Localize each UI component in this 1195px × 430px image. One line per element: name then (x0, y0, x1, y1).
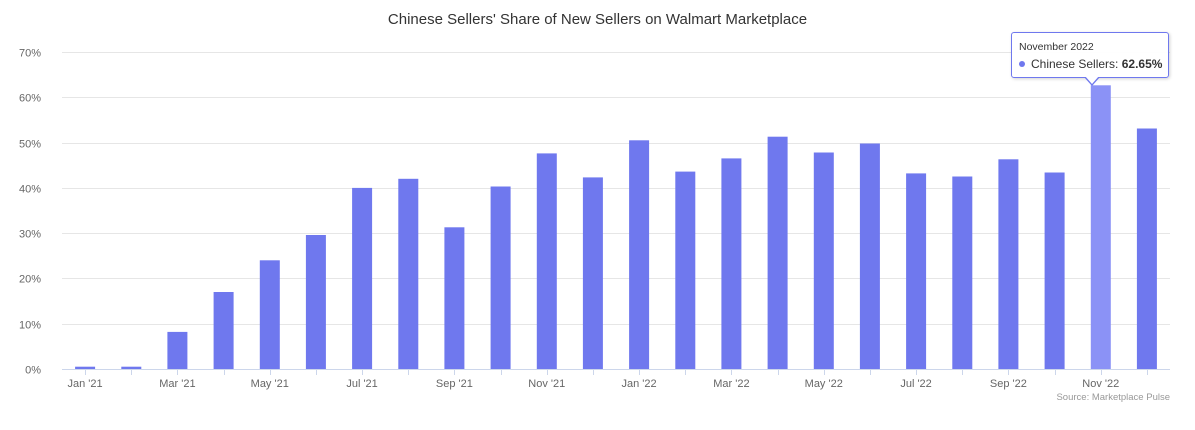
bar[interactable] (1136, 128, 1157, 370)
bars (75, 85, 1157, 370)
bar[interactable] (536, 153, 557, 369)
bar[interactable] (582, 177, 603, 369)
x-tick-label: Mar '22 (713, 378, 749, 390)
bar[interactable] (75, 366, 96, 369)
x-tick-label: Nov '22 (1082, 378, 1119, 390)
bar[interactable] (259, 260, 280, 369)
bar[interactable] (998, 159, 1019, 369)
x-tick-label: Jul '21 (346, 378, 377, 390)
bar[interactable] (629, 140, 650, 369)
y-tick-label: 20% (19, 274, 41, 286)
bar[interactable] (121, 366, 142, 369)
series-dot-icon (1019, 61, 1025, 67)
tooltip-date: November 2022 (1019, 41, 1094, 53)
bar[interactable] (398, 178, 419, 369)
y-tick-label: 60% (19, 93, 41, 105)
x-tick-label: Jul '22 (900, 378, 931, 390)
bar[interactable] (813, 152, 834, 370)
bar[interactable] (305, 235, 326, 369)
x-tick-label: Sep '22 (990, 378, 1027, 390)
bar[interactable] (859, 143, 880, 370)
x-tick-label: Mar '21 (159, 378, 195, 390)
tooltip-series-label: Chinese Sellers: (1031, 57, 1119, 71)
bar[interactable] (952, 176, 973, 370)
x-tick-label: Jan '22 (622, 378, 657, 390)
y-tick-label: 30% (19, 229, 41, 241)
tooltip-row: Chinese Sellers: 62.65% (1019, 55, 1168, 73)
bar[interactable] (167, 331, 188, 369)
bar[interactable] (1044, 172, 1065, 370)
bar[interactable] (767, 136, 788, 369)
y-tick-label: 0% (25, 365, 41, 377)
y-tick-label: 10% (19, 320, 41, 332)
y-axis-labels: 0% 10% 20% 30% 40% 50% 60% 70% (19, 48, 41, 377)
bar[interactable] (675, 171, 696, 369)
bar[interactable] (1090, 85, 1111, 370)
bar[interactable] (490, 186, 511, 370)
source-credit: Source: Marketplace Pulse (1056, 392, 1170, 403)
x-tick-label: Sep '21 (436, 378, 473, 390)
bar[interactable] (906, 173, 927, 369)
chart-title: Chinese Sellers' Share of New Sellers on… (387, 11, 808, 28)
y-tick-label: 50% (19, 139, 41, 151)
x-tick-label: May '21 (251, 378, 289, 390)
tooltip-caret-inner (1085, 76, 1099, 84)
gridlines (62, 52, 1170, 325)
x-tick-label: Jan '21 (68, 378, 103, 390)
x-axis: Jan '21 Mar '21 May '21 Jul '21 Sep '21 Nov '… (62, 369, 1170, 390)
x-tick-label: May '22 (805, 378, 843, 390)
bar[interactable] (352, 187, 373, 369)
x-tick-label: Nov '21 (528, 378, 565, 390)
bar[interactable] (444, 227, 465, 369)
y-tick-label: 40% (19, 184, 41, 196)
y-tick-label: 70% (19, 48, 41, 60)
tooltip: November 2022 Chinese Sellers: 62.65% (1011, 32, 1169, 78)
bar[interactable] (213, 292, 234, 369)
bar[interactable] (721, 158, 742, 369)
tooltip-value: 62.65% (1121, 57, 1163, 71)
